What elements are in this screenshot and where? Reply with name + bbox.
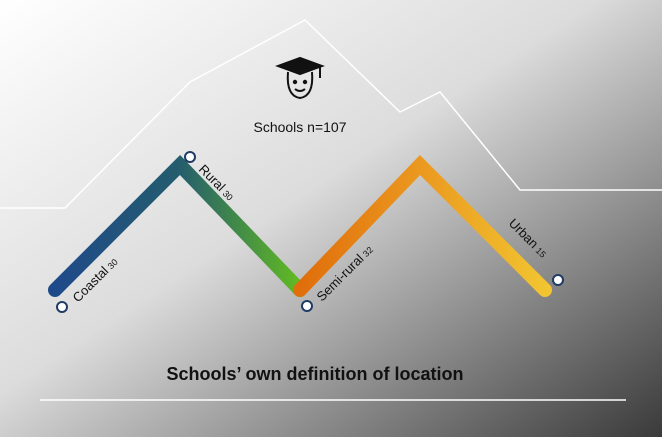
title: Schools’ own definition of location <box>167 364 464 384</box>
zigzag-segment <box>48 154 307 297</box>
point-marker <box>301 300 313 312</box>
graduate-icon <box>275 56 325 100</box>
sample-size: Schools n=107 <box>253 119 346 135</box>
point-marker <box>184 151 196 163</box>
zigzag-segment <box>293 154 552 297</box>
mountain-outline <box>0 19 662 209</box>
point-marker <box>56 301 68 313</box>
point-marker <box>552 274 564 286</box>
